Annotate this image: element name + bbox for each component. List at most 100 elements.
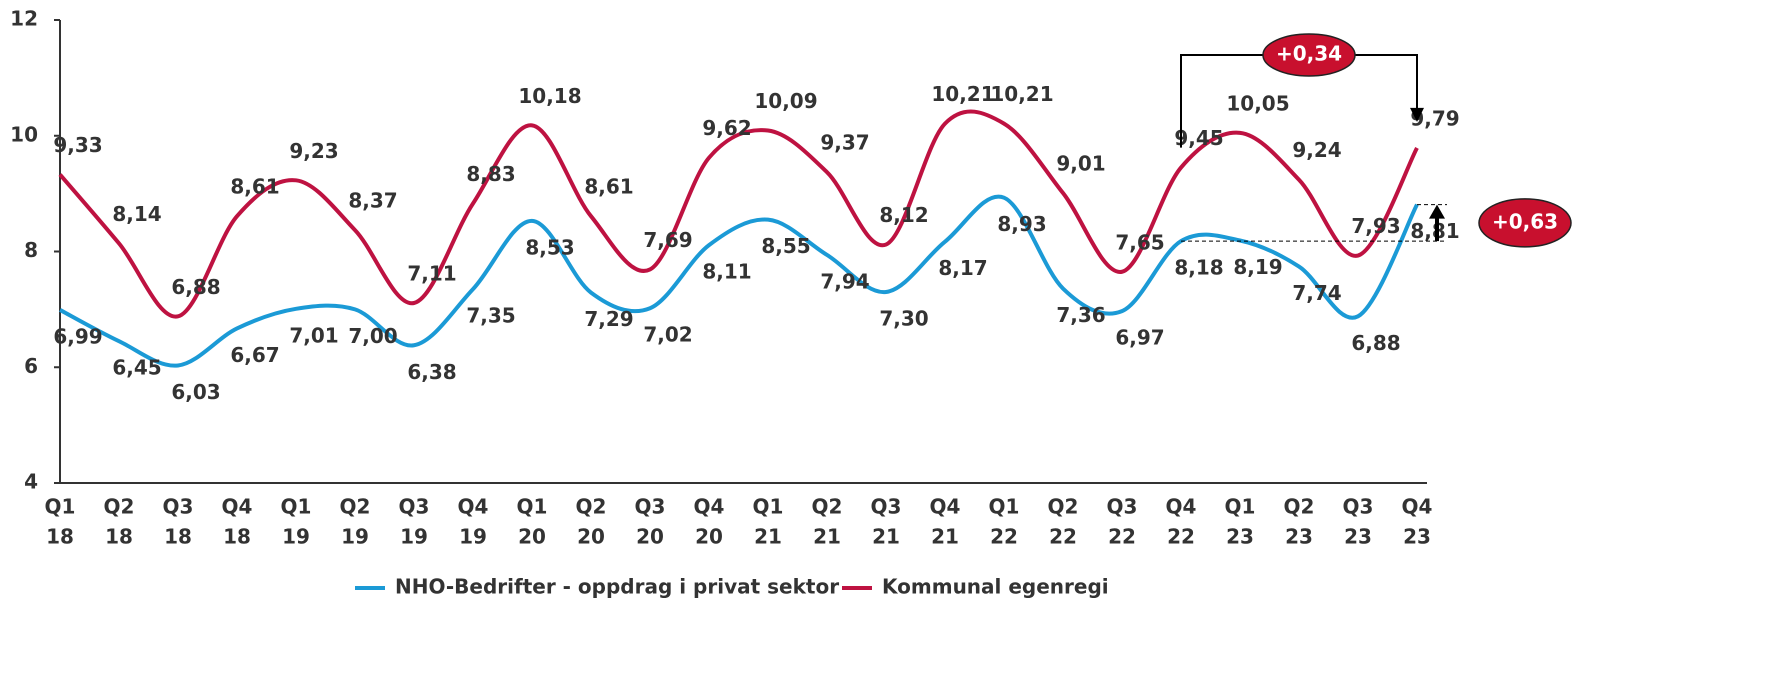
data-label: 7,94 — [820, 269, 869, 293]
data-label: 8,37 — [348, 189, 397, 213]
data-label: 10,09 — [754, 89, 817, 113]
data-label: 6,97 — [1115, 326, 1164, 350]
data-label: 8,61 — [230, 175, 279, 199]
x-tick-label: 19 — [341, 525, 369, 549]
badge — [1478, 198, 1572, 248]
x-tick-label: 22 — [1049, 525, 1077, 549]
x-tick-label: Q1 — [753, 495, 784, 519]
x-tick-label: Q4 — [458, 495, 489, 519]
series-line — [59, 194, 1419, 368]
data-label: 9,33 — [53, 133, 102, 157]
x-tick-label: Q1 — [281, 495, 312, 519]
data-label: 10,21 — [990, 82, 1053, 106]
data-label: 6,88 — [171, 275, 220, 299]
data-label: 7,36 — [1056, 303, 1105, 327]
data-label: 7,74 — [1292, 281, 1341, 305]
data-label: 6,67 — [230, 343, 279, 367]
x-tick-label: Q2 — [340, 495, 371, 519]
data-label: 6,38 — [407, 360, 456, 384]
x-tick-label: 19 — [400, 525, 428, 549]
data-label: 7,01 — [289, 323, 338, 347]
y-tick-label: 4 — [24, 470, 38, 494]
x-tick-label: 20 — [577, 525, 605, 549]
data-label: 6,88 — [1351, 331, 1400, 355]
data-label: 9,62 — [702, 116, 751, 140]
x-tick-label: 22 — [1167, 525, 1195, 549]
x-tick-label: Q1 — [45, 495, 76, 519]
data-label: 7,30 — [879, 307, 928, 331]
x-tick-label: 18 — [164, 525, 192, 549]
x-tick-label: 23 — [1344, 525, 1372, 549]
data-label: 8,18 — [1174, 256, 1223, 280]
data-label: 7,69 — [643, 228, 692, 252]
data-label: 7,02 — [643, 323, 692, 347]
legend-label: NHO-Bedrifter - oppdrag i privat sektor — [395, 575, 839, 599]
arrow-head — [1410, 107, 1424, 122]
x-tick-label: 19 — [282, 525, 310, 549]
x-tick-label: 18 — [105, 525, 133, 549]
y-tick-label: 12 — [10, 7, 38, 31]
data-label: 9,01 — [1056, 152, 1105, 176]
x-tick-label: Q1 — [1225, 495, 1256, 519]
x-tick-label: 22 — [990, 525, 1018, 549]
data-label: 8,12 — [879, 203, 928, 227]
data-label: 8,61 — [584, 175, 633, 199]
data-label: 7,93 — [1351, 214, 1400, 238]
x-tick-label: Q2 — [1048, 495, 1079, 519]
data-label: 6,03 — [171, 380, 220, 404]
x-tick-label: 19 — [459, 525, 487, 549]
x-tick-label: Q1 — [989, 495, 1020, 519]
x-tick-label: Q2 — [1284, 495, 1315, 519]
x-tick-label: Q2 — [104, 495, 135, 519]
data-label: 9,23 — [289, 139, 338, 163]
data-label: 6,45 — [112, 356, 161, 380]
x-tick-label: 21 — [754, 525, 782, 549]
series-line — [58, 109, 1419, 319]
data-label: 7,65 — [1115, 230, 1164, 254]
data-label: 8,83 — [466, 162, 515, 186]
y-tick-label: 10 — [10, 122, 38, 146]
x-tick-label: Q2 — [812, 495, 843, 519]
x-tick-label: 22 — [1108, 525, 1136, 549]
x-tick-label: Q3 — [399, 495, 430, 519]
data-label: 8,19 — [1233, 255, 1282, 279]
data-label: 10,18 — [518, 84, 581, 108]
x-tick-label: 21 — [931, 525, 959, 549]
x-tick-label: Q4 — [1402, 495, 1433, 519]
x-tick-label: 21 — [813, 525, 841, 549]
y-tick-label: 8 — [24, 238, 38, 262]
data-label: 10,05 — [1226, 91, 1289, 115]
y-tick-label: 6 — [24, 354, 38, 378]
x-tick-label: Q3 — [871, 495, 902, 519]
data-label: 8,17 — [938, 256, 987, 280]
x-tick-label: Q4 — [1166, 495, 1197, 519]
data-label: 8,55 — [761, 234, 810, 258]
x-tick-label: 20 — [695, 525, 723, 549]
annotation: +0,63 — [1492, 209, 1558, 233]
legend-label: Kommunal egenregi — [882, 575, 1109, 599]
x-tick-label: Q1 — [517, 495, 548, 519]
data-label: 10,21 — [931, 82, 994, 106]
data-label: 8,53 — [525, 235, 574, 259]
x-tick-label: Q4 — [930, 495, 961, 519]
data-label: 8,11 — [702, 260, 751, 284]
arrow-head — [1429, 204, 1445, 219]
data-label: 6,99 — [53, 324, 102, 348]
data-label: 7,29 — [584, 307, 633, 331]
x-tick-label: Q2 — [576, 495, 607, 519]
x-tick-label: Q3 — [1107, 495, 1138, 519]
x-tick-label: 20 — [636, 525, 664, 549]
x-tick-label: 20 — [518, 525, 546, 549]
x-tick-label: 23 — [1285, 525, 1313, 549]
x-tick-label: Q3 — [163, 495, 194, 519]
data-label: 9,37 — [820, 131, 869, 155]
x-tick-label: 21 — [872, 525, 900, 549]
annotation: +0,34 — [1276, 42, 1342, 66]
x-tick-label: 23 — [1226, 525, 1254, 549]
data-label: 7,35 — [466, 304, 515, 328]
x-tick-label: Q4 — [222, 495, 253, 519]
x-tick-label: 18 — [223, 525, 251, 549]
data-label: 9,24 — [1292, 138, 1341, 162]
data-label: 9,45 — [1174, 126, 1223, 150]
